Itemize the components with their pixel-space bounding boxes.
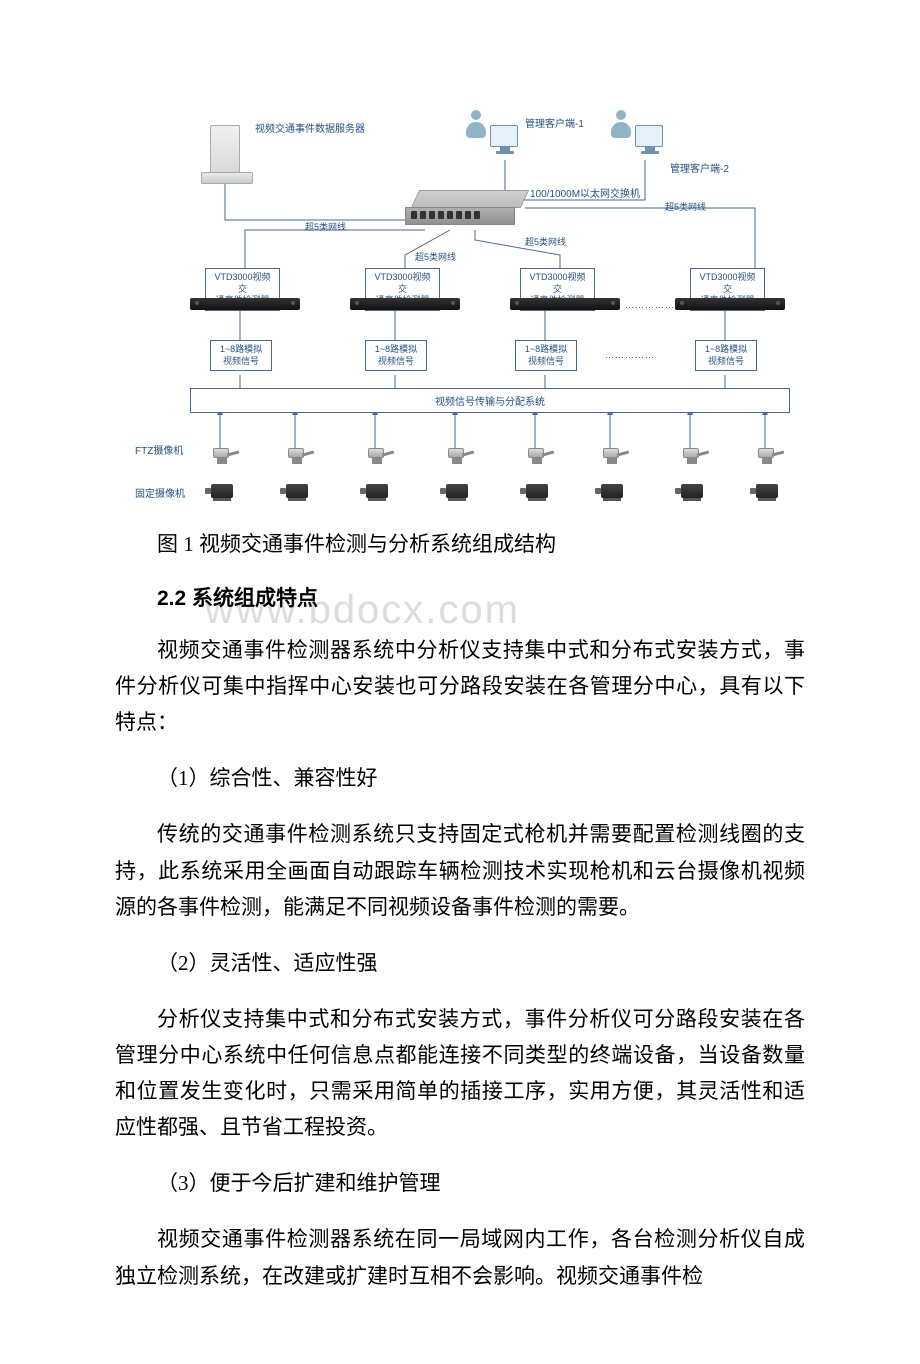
rack-icon <box>350 298 460 310</box>
rack-icon <box>510 298 620 310</box>
monitor-icon <box>490 125 518 147</box>
ptz-camera-icon <box>675 448 709 468</box>
fixed-camera-icon <box>750 482 784 502</box>
ptz-camera-icon <box>205 448 239 468</box>
ptz-row-label: FTZ摄像机 <box>135 442 183 457</box>
monitor-icon <box>635 125 663 147</box>
signal-box: 1~8路模拟视频信号 <box>515 340 577 371</box>
fixed-camera-icon <box>440 482 474 502</box>
fixed-row-label: 固定摄像机 <box>135 485 185 500</box>
server-label: 视频交通事件数据服务器 <box>255 120 365 135</box>
fixed-camera-icon <box>520 482 554 502</box>
signal-text: 1~8路模拟视频信号 <box>525 344 567 366</box>
paragraph-item-2-title: （2）灵活性、适应性强 <box>115 945 805 981</box>
ptz-camera-icon <box>440 448 474 468</box>
switch-label: 100/1000M以太网交换机 <box>530 185 640 200</box>
ptz-camera-icon <box>280 448 314 468</box>
fixed-camera-icon <box>205 482 239 502</box>
figure-caption: 图 1 视频交通事件检测与分析系统组成结构 <box>115 528 805 558</box>
fixed-camera-icon <box>280 482 314 502</box>
cable-label: 超5类网线 <box>525 235 566 248</box>
signal-text: 1~8路模拟视频信号 <box>220 344 262 366</box>
cable-label: 超5类网线 <box>665 200 706 213</box>
ptz-camera-icon <box>520 448 554 468</box>
paragraph-intro: 视频交通事件检测器系统中分析仪支持集中式和分布式安装方式，事件分析仪可集中指挥中… <box>115 632 805 740</box>
paragraph-item-3-title: （3）便于今后扩建和维护管理 <box>115 1165 805 1201</box>
paragraph-item-1-body: 传统的交通事件检测系统只支持固定式枪机并需要配置检测线圈的支持，此系统采用全画面… <box>115 816 805 924</box>
person-icon <box>465 110 487 140</box>
person-icon <box>610 110 632 140</box>
fixed-camera-icon <box>360 482 394 502</box>
signal-box: 1~8路模拟视频信号 <box>210 340 272 371</box>
cable-label: 超5类网线 <box>305 220 346 233</box>
signal-box: 1~8路模拟视频信号 <box>695 340 757 371</box>
client2-label: 管理客户端-2 <box>670 160 729 175</box>
rack-icon <box>675 298 785 310</box>
fixed-camera-icon <box>595 482 629 502</box>
distribution-box: 视频信号传输与分配系统 <box>190 388 790 413</box>
ptz-camera-icon <box>595 448 629 468</box>
signal-box: 1~8路模拟视频信号 <box>365 340 427 371</box>
ellipsis: …………… <box>605 350 655 360</box>
rack-icon <box>190 298 300 310</box>
ptz-camera-icon <box>750 448 784 468</box>
paragraph-item-2-body: 分析仪支持集中式和分布式安装方式，事件分析仪可分路段安装在各管理分中心系统中任何… <box>115 1001 805 1145</box>
paragraph-item-3-body: 视频交通事件检测器系统在同一局域网内工作，各台检测分析仪自成独立检测系统，在改建… <box>115 1221 805 1293</box>
fixed-camera-icon <box>675 482 709 502</box>
client1-label: 管理客户端-1 <box>525 115 584 130</box>
paragraph-item-1-title: （1）综合性、兼容性好 <box>115 760 805 796</box>
section-heading: 2.2 系统组成特点 <box>115 582 805 612</box>
system-diagram: 视频交通事件数据服务器 管理客户端-1 管理客户端-2 100/1000M以太网… <box>115 90 805 510</box>
ellipsis: …………… <box>625 300 675 310</box>
signal-text: 1~8路模拟视频信号 <box>375 344 417 366</box>
server-icon <box>210 125 240 175</box>
cable-label: 超5类网线 <box>415 250 456 263</box>
ptz-camera-icon <box>360 448 394 468</box>
signal-text: 1~8路模拟视频信号 <box>705 344 747 366</box>
switch-icon <box>405 190 525 230</box>
